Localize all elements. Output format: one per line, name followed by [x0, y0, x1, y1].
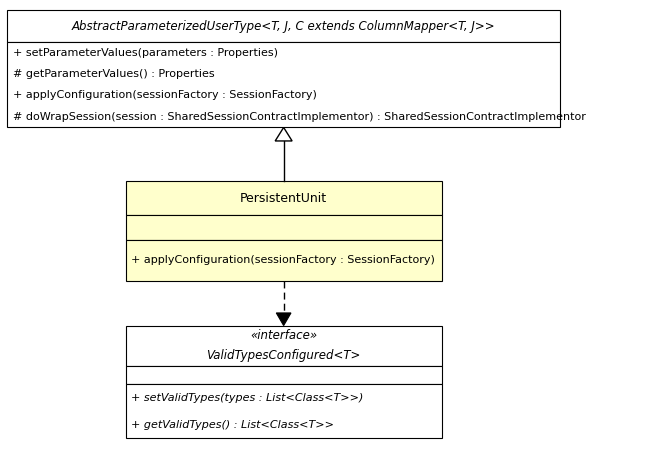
Text: ValidTypesConfigured<T>: ValidTypesConfigured<T> — [207, 349, 361, 362]
Text: + setParameterValues(parameters : Properties): + setParameterValues(parameters : Proper… — [13, 48, 278, 58]
Text: # getParameterValues() : Properties: # getParameterValues() : Properties — [13, 69, 214, 79]
Text: + applyConfiguration(sessionFactory : SessionFactory): + applyConfiguration(sessionFactory : Se… — [132, 255, 435, 265]
FancyBboxPatch shape — [126, 182, 442, 215]
Polygon shape — [275, 127, 292, 141]
FancyBboxPatch shape — [7, 42, 561, 127]
Text: + setValidTypes(types : List<Class<T>>): + setValidTypes(types : List<Class<T>>) — [132, 393, 364, 403]
Text: + applyConfiguration(sessionFactory : SessionFactory): + applyConfiguration(sessionFactory : Se… — [13, 90, 317, 101]
FancyBboxPatch shape — [126, 215, 442, 240]
Text: «interface»: «interface» — [250, 329, 318, 342]
FancyBboxPatch shape — [126, 240, 442, 280]
Text: + getValidTypes() : List<Class<T>>: + getValidTypes() : List<Class<T>> — [132, 419, 334, 429]
Text: AbstractParameterizedUserType<T, J, C extends ColumnMapper<T, J>>: AbstractParameterizedUserType<T, J, C ex… — [72, 19, 496, 33]
FancyBboxPatch shape — [126, 326, 442, 366]
FancyBboxPatch shape — [126, 384, 442, 438]
FancyBboxPatch shape — [7, 10, 561, 42]
FancyBboxPatch shape — [126, 366, 442, 384]
Polygon shape — [276, 313, 291, 326]
Text: PersistentUnit: PersistentUnit — [240, 192, 327, 205]
Text: # doWrapSession(session : SharedSessionContractImplementor) : SharedSessionContr: # doWrapSession(session : SharedSessionC… — [13, 112, 586, 122]
